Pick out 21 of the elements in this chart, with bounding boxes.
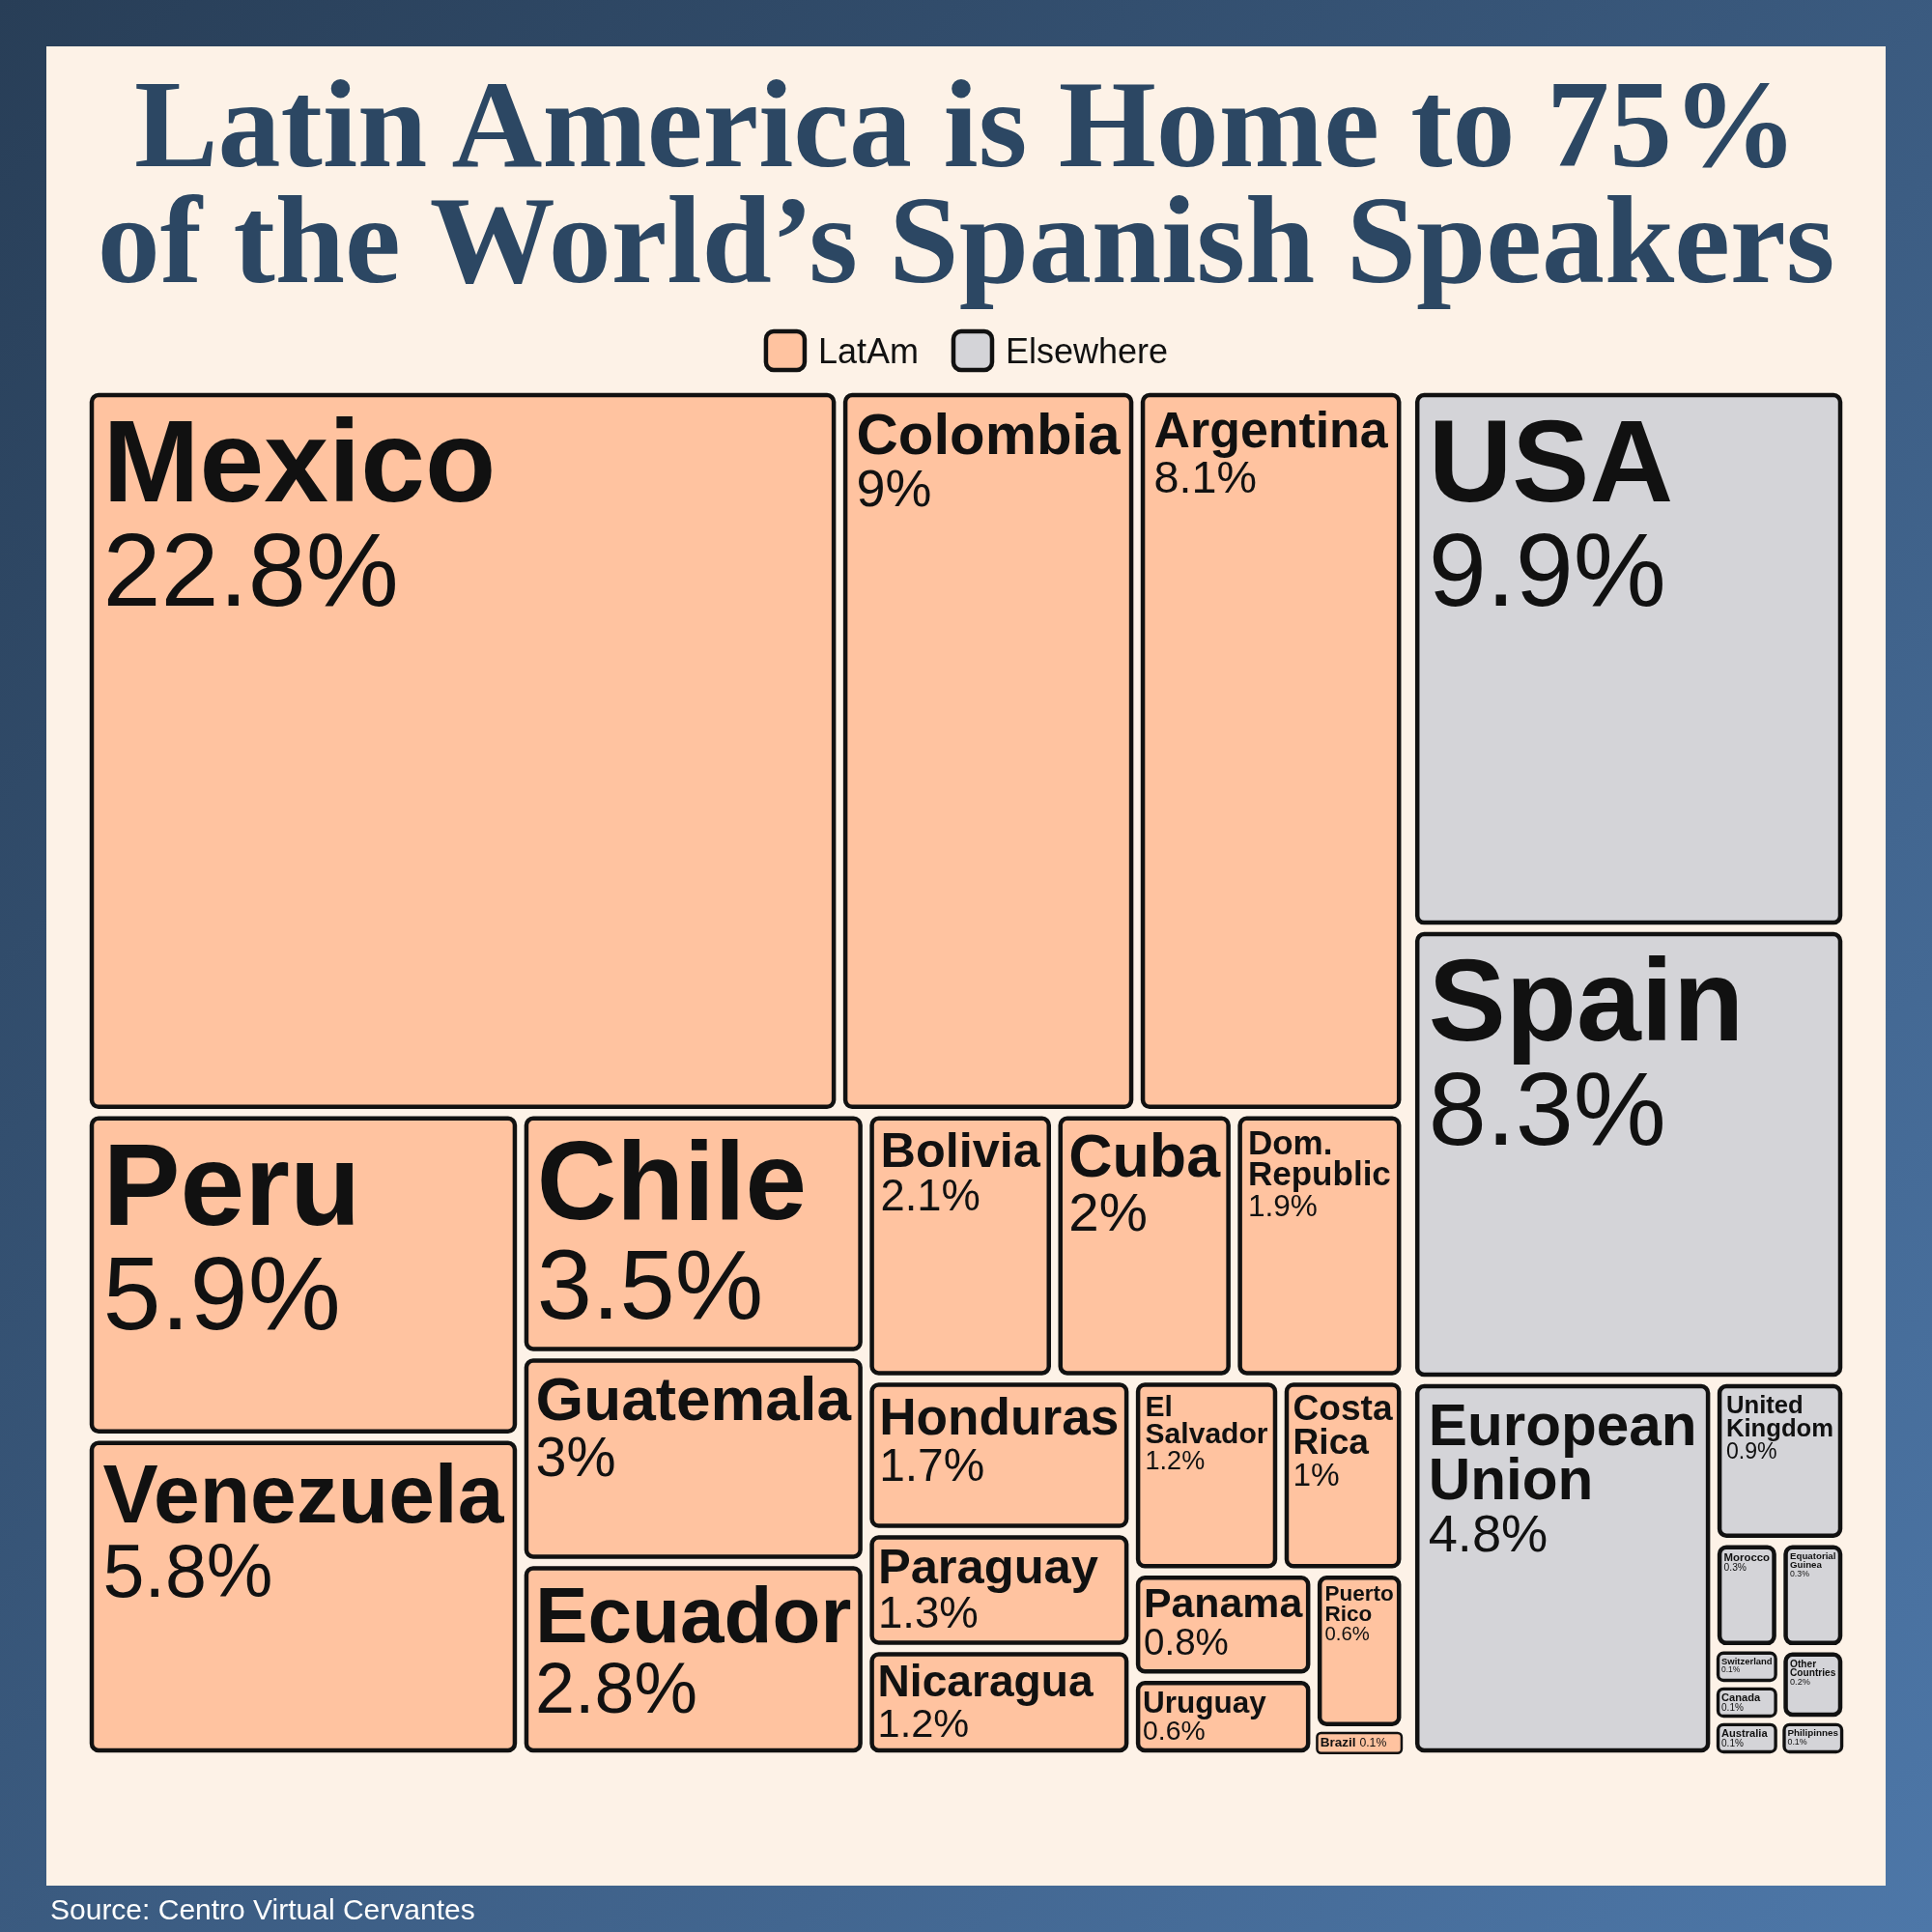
category-label: Philipinnes [1787, 1726, 1839, 1738]
data-label: 0.1% [1721, 1664, 1741, 1675]
text: Latin America is Home to 75% of the World’s Spanish Speakers [97, 54, 1835, 309]
category-label: Equatorial Guinea [1790, 1550, 1836, 1571]
category-label: Australia [1721, 1727, 1769, 1740]
source-note: Source: Centro Virtual Cervantes [50, 1893, 475, 1925]
data-label: 0.1% [1359, 1736, 1387, 1750]
data-label: 0.3% [1790, 1568, 1810, 1578]
legend-label: LatAm [817, 330, 919, 371]
category-label: Switzerland [1721, 1655, 1773, 1666]
category-label: Morocco [1723, 1550, 1771, 1563]
category-label: Canada [1721, 1690, 1762, 1703]
data-label: 0.2% [1790, 1677, 1810, 1688]
data-label: 0.1% [1721, 1702, 1744, 1714]
category-label: United Kingdom [1725, 1390, 1834, 1441]
data-label: 0.3% [1723, 1561, 1747, 1573]
category-label: Brazil [1320, 1735, 1356, 1750]
category-label: Other Countries [1790, 1658, 1836, 1679]
legend-label: Elsewhere [1005, 330, 1169, 371]
data-label: 0.1% [1721, 1738, 1744, 1749]
data-label: 0.1% [1787, 1736, 1807, 1747]
